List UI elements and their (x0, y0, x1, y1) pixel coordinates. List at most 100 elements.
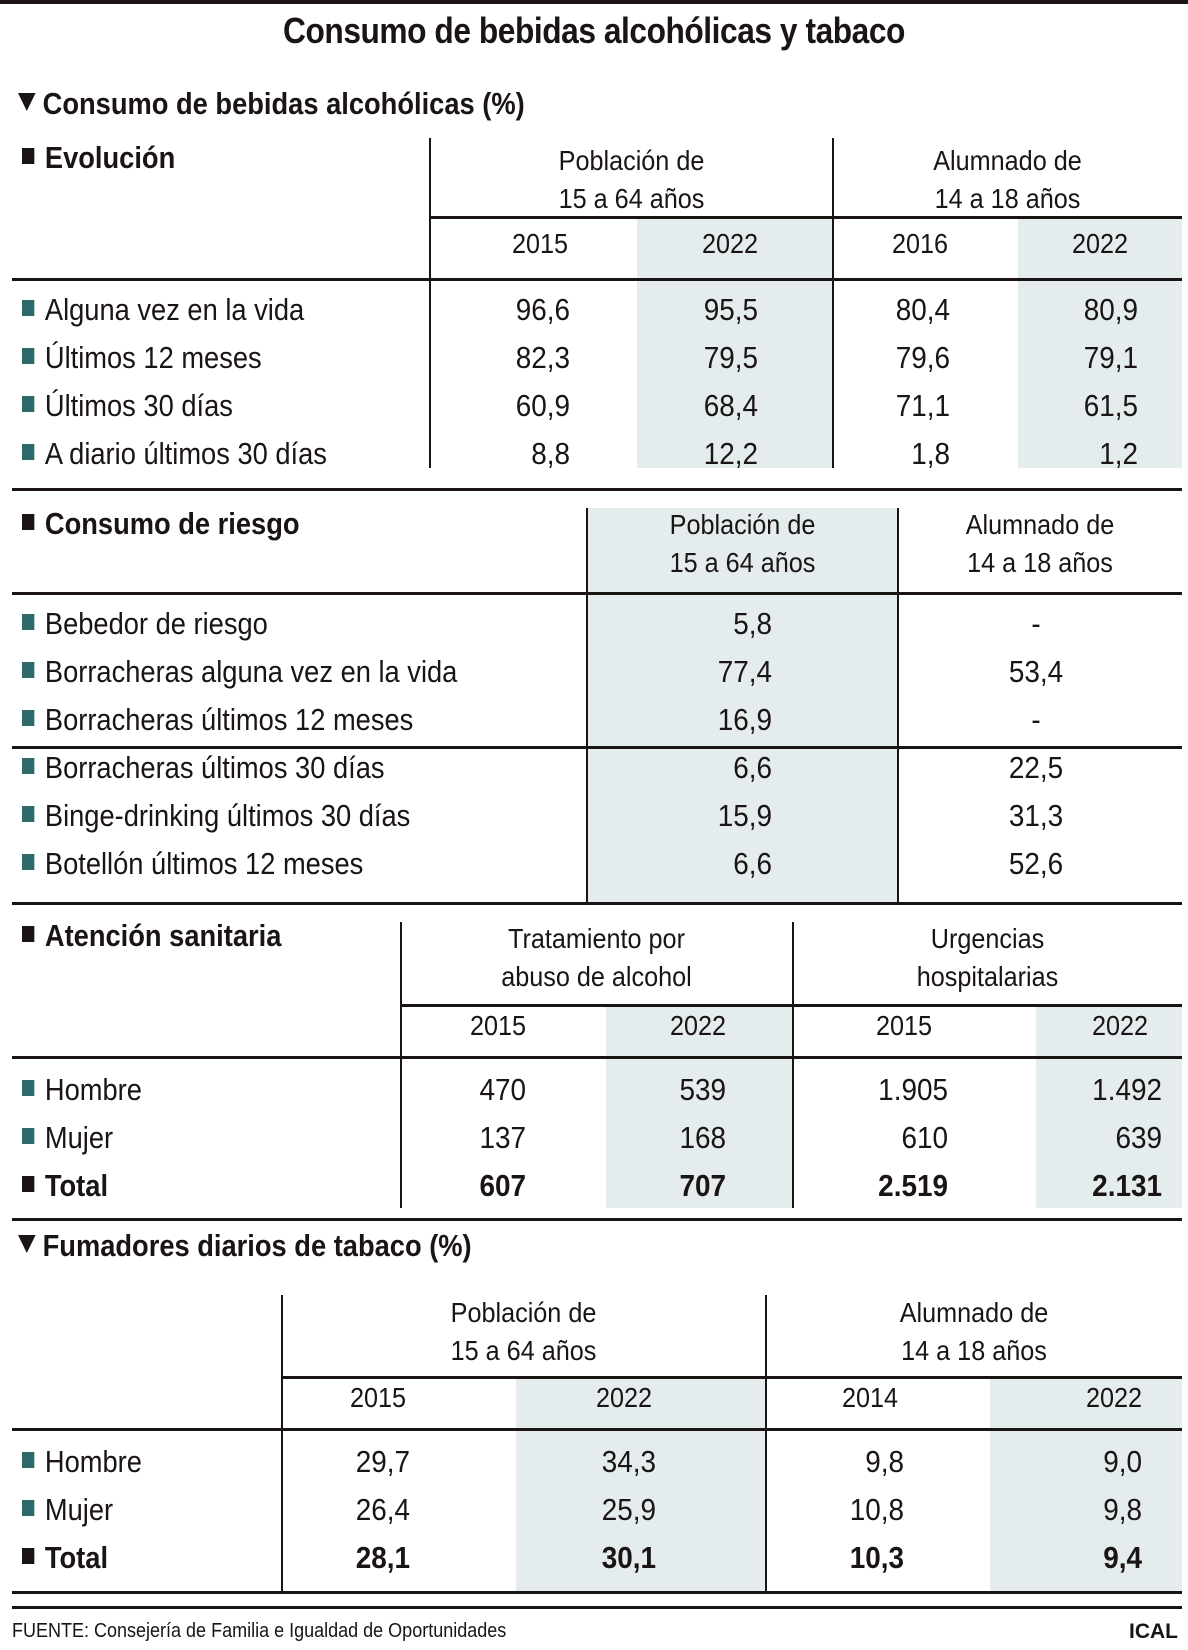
divider (429, 138, 431, 468)
col-group-poblacion: Población de 15 a 64 años (603, 506, 883, 582)
year-header: 2016 (891, 228, 949, 259)
source-note: FUENTE: Consejería de Familia e Igualdad… (12, 1620, 507, 1642)
divider (401, 1004, 1182, 1007)
cell: 16,9 (717, 702, 772, 737)
col-group-line: abuso de alcohol (501, 961, 692, 992)
divider (586, 508, 588, 902)
row-label: Últimos 30 días (22, 388, 233, 424)
row-label-text: Alguna vez en la vida (44, 292, 305, 327)
year-header: 2022 (1091, 1010, 1149, 1041)
cell: 10,8 (849, 1492, 904, 1527)
year-header: 2015 (511, 228, 569, 259)
divider (281, 1295, 283, 1592)
year-header: 2022 (701, 228, 759, 259)
divider (12, 902, 1182, 905)
cell: 9,0 (1103, 1444, 1142, 1479)
divider (282, 1376, 1182, 1379)
row-label-text: Total (44, 1168, 109, 1203)
cell: 96,6 (515, 292, 570, 327)
row-label-total: Total (22, 1540, 108, 1576)
cell: 5,8 (733, 606, 772, 641)
square-bullet-icon (22, 614, 35, 630)
cell-total: 607 (479, 1168, 526, 1203)
cell: 25,9 (601, 1492, 656, 1527)
row-label: Binge-drinking últimos 30 días (22, 798, 410, 834)
row-label-text: Hombre (44, 1072, 142, 1107)
square-bullet-icon (22, 854, 35, 870)
row-label: Mujer (22, 1120, 113, 1156)
cell: 12,2 (703, 436, 758, 471)
year-header: 2022 (1071, 228, 1129, 259)
col-group-line: 15 a 64 años (669, 547, 816, 578)
col-group-line: Alumnado de (965, 509, 1115, 540)
divider (12, 1428, 1182, 1431)
triangle-down-icon (18, 1235, 36, 1253)
divider (832, 138, 834, 468)
cell-total: 30,1 (601, 1540, 656, 1575)
cell: 82,3 (515, 340, 570, 375)
year-header: 2015 (349, 1382, 407, 1413)
cell: 31,3 (1008, 798, 1064, 833)
divider (12, 278, 1182, 281)
cell: 1.905 (878, 1072, 948, 1107)
cell: 79,1 (1083, 340, 1138, 375)
section-heading-tabaco: Fumadores diarios de tabaco (%) (18, 1228, 472, 1264)
row-label: Últimos 12 meses (22, 340, 262, 376)
cell: 539 (679, 1072, 726, 1107)
section-heading-alcohol: Consumo de bebidas alcohólicas (%) (18, 86, 525, 122)
col-group-line: Población de (669, 509, 816, 540)
divider (12, 592, 1182, 595)
shade-col (587, 508, 898, 902)
col-group-poblacion: Población de 15 a 64 años (450, 142, 813, 218)
cell: 22,5 (1008, 750, 1064, 785)
cell: 610 (901, 1120, 948, 1155)
row-label-text: Borracheras últimos 12 meses (44, 702, 414, 737)
row-label-text: Mujer (44, 1492, 114, 1527)
row-label-text: Mujer (44, 1120, 114, 1155)
page-title: Consumo de bebidas alcohólicas y tabaco (283, 10, 905, 51)
col-group-line: Población de (558, 145, 705, 176)
row-label: A diario últimos 30 días (22, 436, 327, 472)
cell: 1,2 (1099, 436, 1138, 471)
col-group-line: Tratamiento por (508, 923, 685, 954)
cell: 9,8 (1103, 1492, 1142, 1527)
row-label-text: Últimos 30 días (44, 388, 233, 423)
cell: 80,9 (1083, 292, 1138, 327)
square-bullet-icon (22, 1500, 35, 1516)
square-bullet-icon (22, 1128, 35, 1144)
cell: 137 (479, 1120, 526, 1155)
row-label-text: A diario últimos 30 días (44, 436, 327, 471)
cell-total: 707 (679, 1168, 726, 1203)
row-label: Borracheras alguna vez en la vida (22, 654, 457, 690)
row-label: Bebedor de riesgo (22, 606, 268, 642)
cell: 470 (479, 1072, 526, 1107)
row-label-total: Total (22, 1168, 108, 1204)
row-label-text: Total (44, 1540, 109, 1575)
cell-total: 28,1 (355, 1540, 410, 1575)
col-group-line: 15 a 64 años (450, 1335, 597, 1366)
square-bullet-icon (22, 1452, 35, 1468)
shade-col (1036, 1006, 1182, 1208)
brand-logo: ICAL (1129, 1620, 1178, 1643)
divider (400, 922, 402, 1208)
square-bullet-icon (22, 1080, 35, 1096)
square-bullet-icon (22, 148, 35, 164)
triangle-down-icon (18, 93, 36, 111)
cell: 29,7 (355, 1444, 410, 1479)
col-group-alumnado: Alumnado de 14 a 18 años (850, 142, 1164, 218)
year-header: 2022 (595, 1382, 653, 1413)
cell-total: 9,4 (1103, 1540, 1142, 1575)
col-group-line: 14 a 18 años (934, 183, 1081, 214)
row-label-text: Hombre (44, 1444, 142, 1479)
subheading-evolucion: Evolución (22, 140, 175, 176)
year-header: 2015 (469, 1010, 527, 1041)
cell: 9,8 (865, 1444, 904, 1479)
divider (897, 508, 899, 902)
subheading-riesgo: Consumo de riesgo (22, 506, 300, 542)
shade-col (1018, 218, 1182, 468)
divider (12, 1606, 1182, 1609)
cell: 639 (1115, 1120, 1162, 1155)
cell: 1,8 (911, 436, 950, 471)
divider (12, 1056, 1182, 1059)
row-label: Hombre (22, 1072, 142, 1108)
